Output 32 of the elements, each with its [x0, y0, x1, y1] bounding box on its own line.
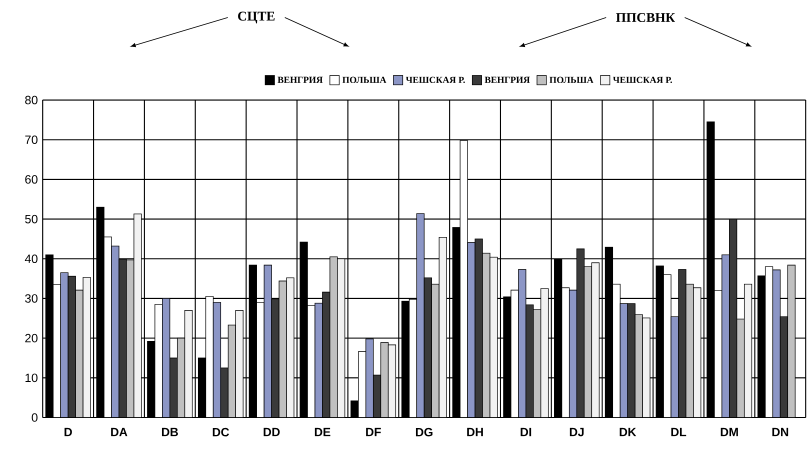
x-tick-label: DH — [467, 428, 483, 436]
legend-label: ЧЕШСКАЯ Р. — [406, 76, 465, 84]
x-tick-label: DI — [520, 428, 532, 436]
text: ППСВНК — [616, 13, 675, 22]
x-tick-label: DA — [111, 428, 128, 436]
y-tick-label: 50 — [25, 215, 38, 224]
x-tick-label: DM — [720, 428, 738, 436]
y-tick-label: 30 — [25, 294, 38, 303]
y-tick-label: 20 — [25, 334, 38, 343]
y-tick-label: 40 — [24, 254, 38, 264]
y-tick-label: 60 — [25, 175, 38, 184]
y-tick-label: 70 — [25, 136, 38, 144]
x-tick-label: DE — [314, 428, 330, 436]
x-tick-label: DB — [162, 428, 178, 436]
x-tick-label: DG — [416, 428, 432, 437]
y-tick-label: 80 — [25, 96, 38, 105]
x-tick-label: DD — [264, 428, 280, 436]
legend-label: ВЕНГРИЯ — [278, 77, 323, 84]
x-tick-label: DL — [671, 428, 686, 436]
x-tick-label: DC — [212, 428, 230, 437]
x-tick-label: DN — [772, 428, 788, 436]
y-tick-label: 0 — [32, 413, 38, 422]
legend-label: ПОЛЬША — [342, 76, 386, 84]
text: СЦТЕ — [238, 12, 275, 24]
x-tick-label: DF — [366, 428, 381, 436]
x-tick-label: DK — [620, 428, 636, 436]
legend-label: ВЕНГРИЯ — [484, 77, 530, 84]
y-tick-label: 10 — [26, 374, 38, 382]
x-tick-label: DJ — [570, 428, 584, 437]
x-tick-label: D — [64, 428, 72, 436]
legend-label: ЧЕШСКАЯ Р. — [612, 76, 672, 84]
legend-label: ПОЛЬША — [550, 76, 594, 84]
